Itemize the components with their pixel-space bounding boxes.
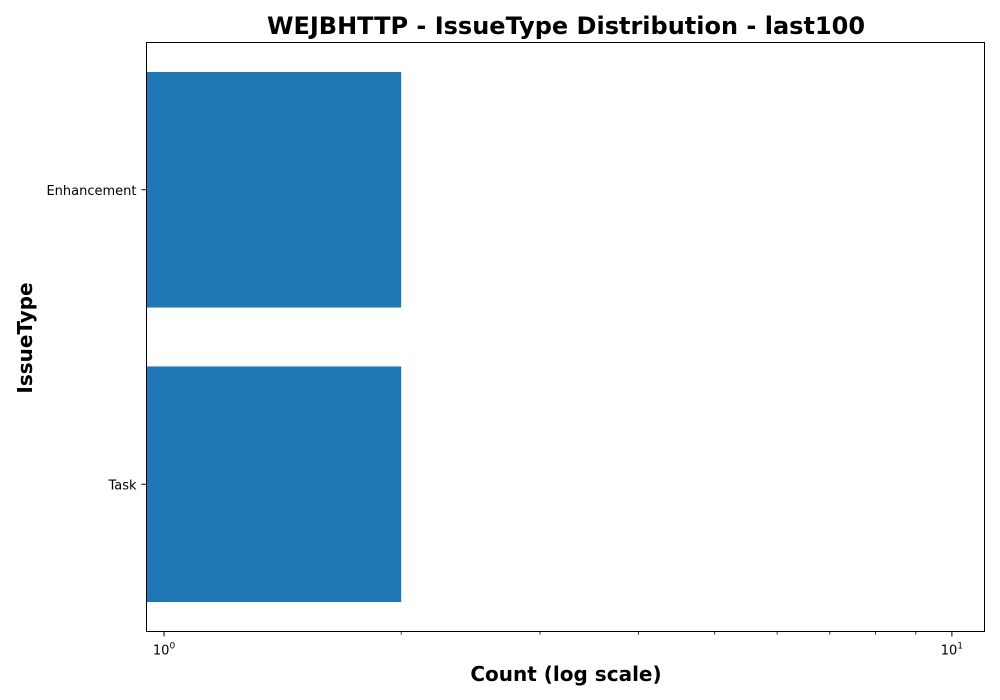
y-tick-label: Enhancement [46, 184, 136, 199]
x-tick-label: 100 [153, 642, 176, 659]
x-axis-ticks: 100 101 [153, 631, 963, 659]
bar-task [146, 366, 402, 603]
bar-enhancement [146, 71, 402, 308]
x-axis-label: Count (log scale) [470, 662, 661, 686]
y-axis-ticks: Enhancement Task [46, 184, 147, 493]
y-tick-label: Task [107, 478, 137, 493]
y-axis-label: IssueType [13, 282, 37, 393]
chart-title: WEJBHTTP - IssueType Distribution - last… [267, 12, 865, 40]
bars-group [146, 71, 402, 603]
plot-frame [146, 42, 985, 632]
x-tick-label: 101 [941, 642, 963, 659]
